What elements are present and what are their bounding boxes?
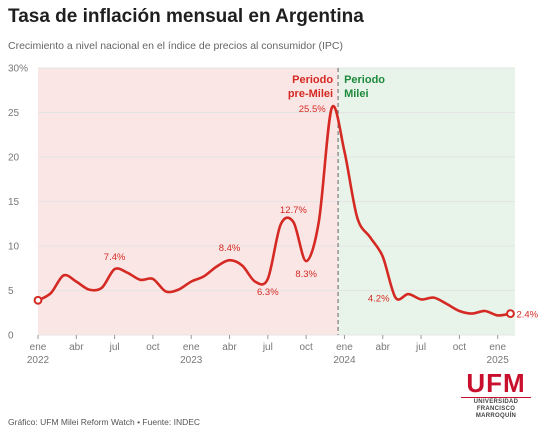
logo-line-2: FRANCISCO (476, 406, 516, 412)
x-tick-label: jul (109, 342, 120, 353)
x-tick-label: oct (299, 342, 313, 353)
y-tick-label: 20 (8, 153, 20, 164)
period-label-milei-line2: Milei (344, 88, 368, 100)
data-label: 12.7% (280, 205, 307, 216)
series-endpoint (33, 295, 43, 305)
x-tick-label: abr (222, 342, 237, 353)
x-tick-label: oct (453, 342, 467, 353)
x-tick-year: 2025 (487, 355, 510, 366)
y-tick-label: 30% (8, 64, 28, 75)
y-tick-label: 25 (8, 108, 20, 119)
series-endpoint (506, 309, 515, 319)
y-tick-label: 15 (8, 197, 20, 208)
inflation-series-line (36, 104, 512, 317)
data-label: 8.4% (219, 243, 241, 254)
x-tick-label: jul (415, 342, 426, 353)
x-tick-label: ene (30, 342, 47, 353)
x-tick-label: ene (336, 342, 353, 353)
data-label: 8.3% (295, 269, 317, 280)
x-tick-year: 2022 (27, 355, 50, 366)
x-tick-label: ene (183, 342, 200, 353)
data-label: 2.4% (516, 310, 538, 321)
x-tick-label: abr (69, 342, 84, 353)
period-label-pre-milei-line1: Periodo (292, 74, 333, 86)
logo-line-1: UNIVERSIDAD (473, 399, 519, 405)
logo-line-3: MARROQUÍN (475, 413, 517, 419)
x-tick-label: abr (376, 342, 391, 353)
period-label-milei-line1: Periodo (344, 74, 385, 86)
data-label: 6.3% (257, 287, 279, 298)
chart-subtitle: Crecimiento a nivel nacional en el índic… (8, 40, 343, 52)
source-footer: Gráfico: UFM Milei Reform Watch • Fuente… (8, 417, 201, 427)
x-tick-label: oct (146, 342, 160, 353)
logo-rule (461, 397, 531, 398)
chart-title: Tasa de inflación mensual en Argentina (8, 6, 364, 27)
y-tick-label: 0 (8, 331, 14, 342)
period-label-pre-milei-line2: pre-Milei (288, 88, 333, 100)
data-label: 4.2% (368, 294, 390, 305)
y-tick-label: 5 (8, 286, 14, 297)
x-tick-year: 2024 (333, 355, 356, 366)
ufm-logo: UFM UNIVERSIDAD FRANCISCO MARROQUÍN (457, 370, 535, 420)
y-tick-label: 10 (8, 242, 20, 253)
x-tick-label: ene (489, 342, 506, 353)
x-tick-year: 2023 (180, 355, 203, 366)
logo-mark: UFM (466, 368, 526, 398)
data-label: 25.5% (299, 104, 326, 115)
x-tick-label: jul (262, 342, 273, 353)
data-label: 7.4% (104, 252, 126, 263)
